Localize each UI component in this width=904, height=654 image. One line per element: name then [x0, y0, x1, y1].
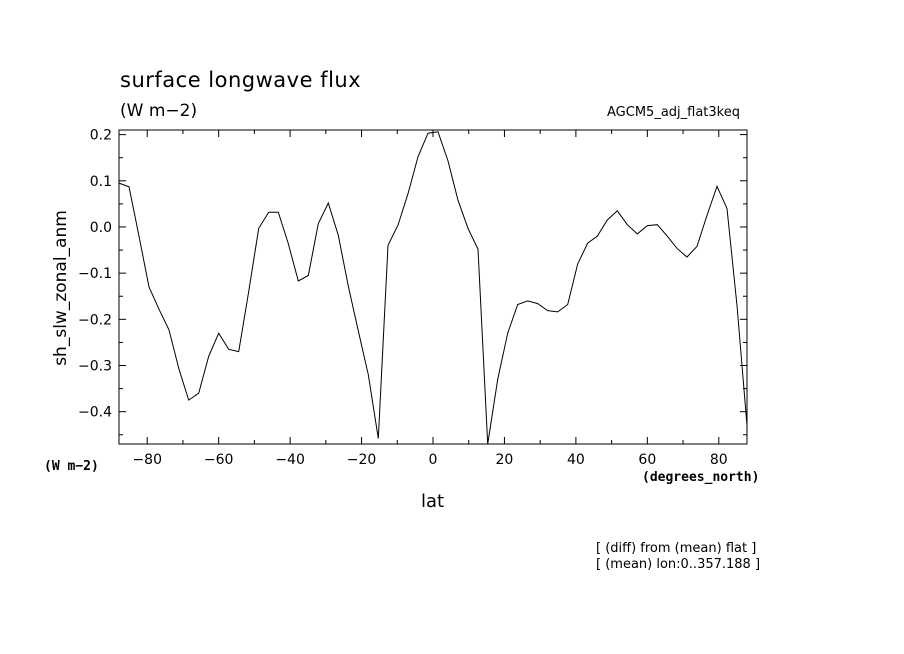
axis-tick-labels: −80 −60 −40 −20 0 20 40 60 80 0.2 0.1 0.0 −0.1 −0.2 −0… [78, 128, 728, 468]
dataset-label: AGCM5_adj_flat3keq [607, 105, 740, 120]
x-tick-label: 40 [567, 452, 585, 468]
x-tick-label: −60 [204, 452, 234, 468]
axis-ticks [119, 130, 747, 444]
y-tick-label: −0.1 [78, 266, 112, 282]
y-tick-label: 0.0 [90, 220, 112, 236]
x-tick-label: −80 [132, 452, 162, 468]
y-axis-unit: (W m−2) [44, 459, 99, 474]
x-tick-label: −20 [347, 452, 377, 468]
y-tick-label: 0.1 [90, 174, 112, 190]
y-tick-label: 0.2 [90, 128, 112, 144]
series-group [118, 131, 748, 445]
chart-title: surface longwave flux [120, 68, 362, 92]
x-axis-label: lat [421, 491, 445, 512]
x-tick-label: 80 [710, 452, 728, 468]
y-axis-label-group: sh_slw_zonal_anm [51, 210, 71, 366]
x-tick-label: 20 [496, 452, 514, 468]
note-diff: [ (diff) from (mean) flat ] [596, 541, 757, 556]
plot-frame [118, 129, 748, 445]
y-tick-label: −0.2 [78, 312, 112, 328]
x-tick-label: 0 [429, 452, 438, 468]
y-tick-label: −0.3 [78, 359, 112, 375]
x-tick-label: 60 [638, 452, 656, 468]
y-axis-label: sh_slw_zonal_anm [51, 210, 71, 366]
x-axis-unit: (degrees_north) [642, 470, 760, 485]
note-mean: [ (mean) lon:0..357.188 ] [596, 557, 761, 572]
y-tick-label: −0.4 [78, 405, 112, 421]
chart-units: (W m−2) [120, 101, 198, 121]
x-tick-label: −40 [275, 452, 305, 468]
series-line [118, 131, 748, 445]
